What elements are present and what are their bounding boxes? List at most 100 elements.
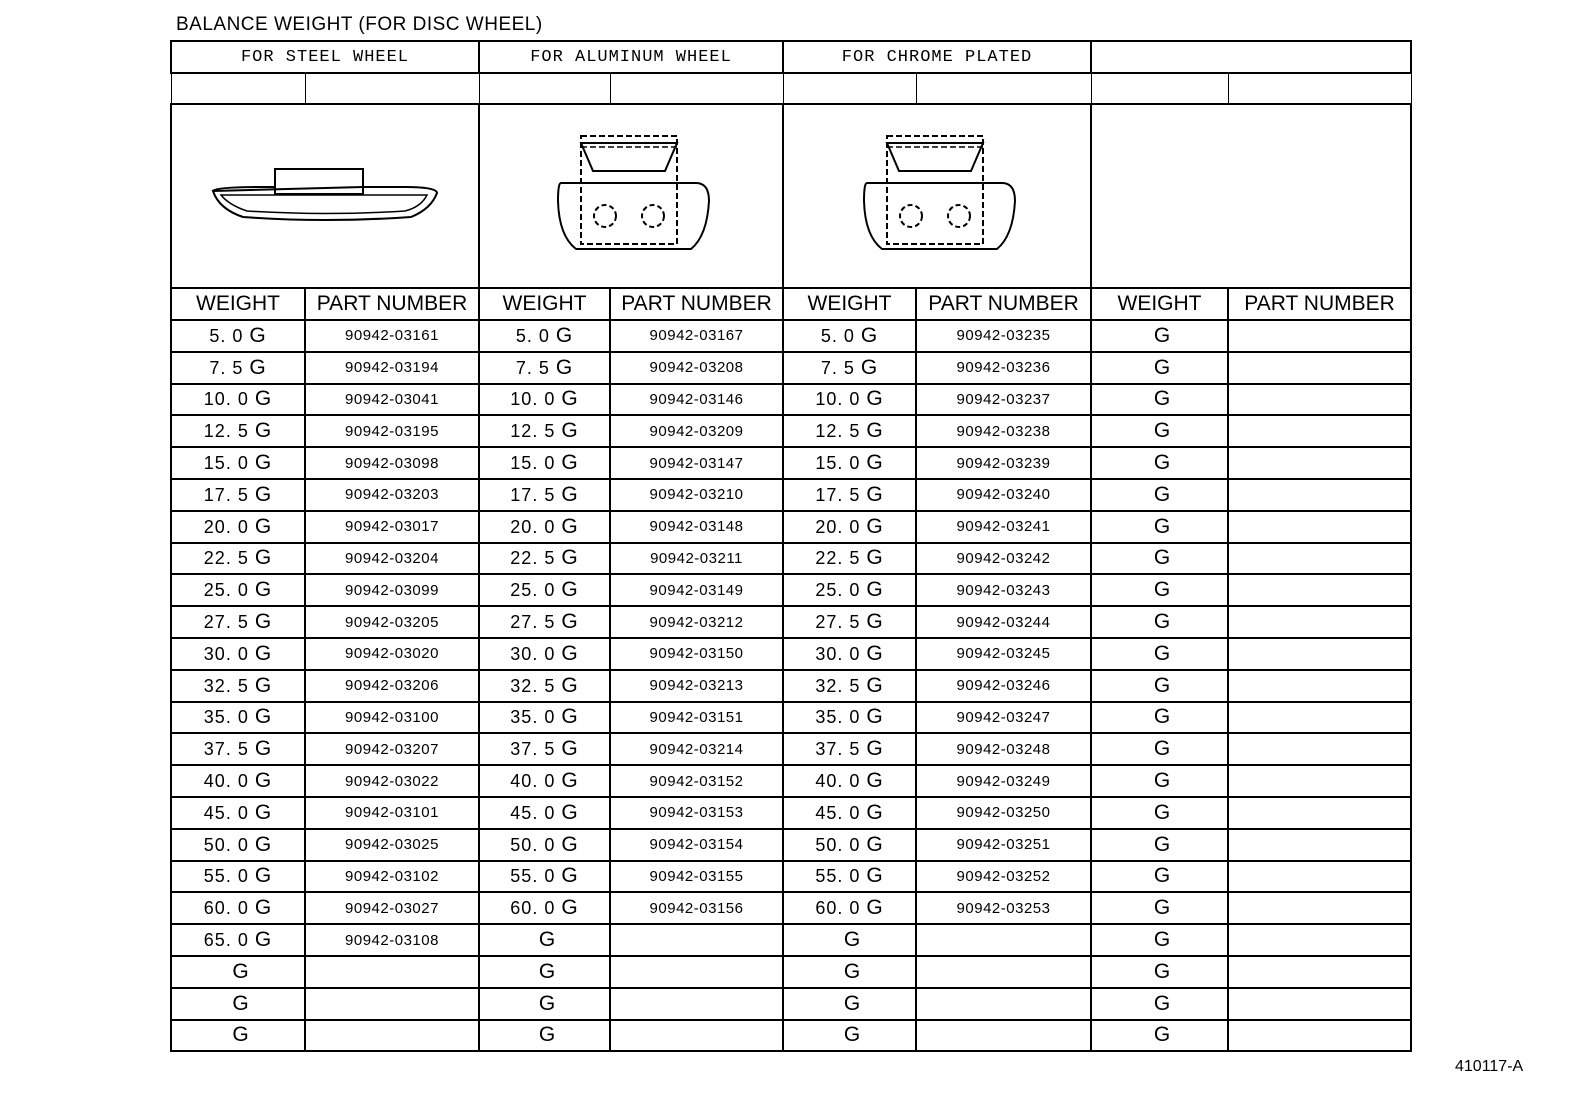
weight-value: 35. 0: [203, 707, 249, 728]
weight-value: 40. 0: [203, 771, 249, 792]
part-number-cell: [915, 923, 1093, 957]
weight-cell: G: [478, 954, 611, 989]
part-number-cell: [1227, 859, 1413, 894]
weight-unit: G: [1153, 514, 1172, 538]
weight-value: 10. 0: [510, 389, 556, 410]
weight-unit: G: [249, 323, 267, 347]
weight-unit: G: [561, 610, 579, 634]
weight-cell: G: [1090, 446, 1230, 480]
weight-unit: G: [866, 705, 884, 729]
weight-value: 30. 0: [815, 643, 861, 664]
weight-value: 5. 0: [820, 325, 855, 346]
part-number-cell: 90942-03244: [915, 605, 1093, 639]
weight-value: 30. 0: [510, 643, 556, 664]
weight-unit: G: [232, 1023, 250, 1047]
weight-unit: G: [1153, 769, 1172, 793]
weight-unit: G: [254, 673, 273, 697]
part-number-cell: 90942-03146: [608, 382, 785, 417]
weight-unit: G: [254, 832, 273, 856]
weight-unit: G: [561, 514, 579, 538]
part-number-cell: 90942-03205: [304, 605, 480, 639]
blank-cell: [915, 72, 1092, 105]
weight-value: 65. 0: [203, 930, 249, 951]
part-number-cell: 90942-03206: [304, 668, 480, 703]
weight-cell: G: [1090, 700, 1230, 735]
weight-unit: G: [561, 896, 579, 920]
part-number-cell: 90942-03236: [915, 350, 1093, 385]
part-number-cell: 90942-03161: [304, 319, 480, 353]
weight-unit: G: [1153, 705, 1172, 729]
weight-value: 55. 0: [203, 866, 249, 887]
weight-unit: G: [843, 991, 862, 1015]
weight-cell: G: [1090, 732, 1230, 767]
header-part-number: PART NUMBER: [915, 287, 1093, 321]
weight-unit: G: [254, 419, 273, 443]
group-chrome-plated: FOR CHROME PLATED: [782, 40, 1093, 74]
weight-unit: G: [1153, 959, 1172, 983]
weight-value: 12. 5: [815, 421, 861, 442]
weight-value: 32. 5: [815, 675, 861, 696]
header-weight: WEIGHT: [1090, 287, 1230, 321]
blank-cell: [782, 72, 917, 105]
header-weight: WEIGHT: [170, 287, 306, 321]
weight-cell: G: [782, 986, 918, 1021]
weight-cell: G: [1090, 605, 1230, 639]
weight-value: 20. 0: [815, 516, 861, 537]
blank-cell: [478, 72, 611, 105]
weight-unit: G: [561, 419, 579, 443]
weight-value: 20. 0: [510, 516, 556, 537]
weight-value: 25. 0: [203, 580, 249, 601]
blank-cell: [1227, 72, 1412, 105]
weight-unit: G: [538, 1023, 557, 1047]
header-weight: WEIGHT: [478, 287, 611, 321]
table-row: 5. 0 G 90942-03161 5. 0 G 90942-03167 5. 0 G 909…: [170, 319, 1413, 353]
weight-unit: G: [866, 737, 884, 761]
part-number-cell: 90942-03250: [915, 795, 1093, 830]
weight-unit: G: [555, 355, 574, 379]
part-number-cell: [1227, 668, 1413, 703]
part-number-cell: [1227, 732, 1413, 767]
weight-unit: G: [561, 864, 579, 888]
part-number-cell: 90942-03247: [915, 700, 1093, 735]
part-number-cell: 90942-03246: [915, 668, 1093, 703]
part-number-cell: [1227, 446, 1413, 480]
part-number-cell: [1227, 605, 1413, 639]
weight-unit: G: [254, 769, 273, 793]
part-number-cell: 90942-03150: [608, 636, 785, 671]
weight-unit: G: [254, 451, 273, 475]
part-number-cell: 90942-03098: [304, 446, 480, 480]
weight-value: 17. 5: [203, 484, 249, 505]
part-number-cell: 90942-03237: [915, 382, 1093, 417]
part-number-cell: 90942-03242: [915, 541, 1093, 576]
weight-value: 37. 5: [203, 739, 249, 760]
weight-unit: G: [1153, 323, 1172, 347]
weight-value: 22. 5: [510, 548, 556, 569]
weight-unit: G: [866, 419, 884, 443]
part-number-cell: 90942-03167: [608, 319, 785, 353]
part-number-cell: 90942-03102: [304, 859, 480, 894]
page-title: BALANCE WEIGHT (FOR DISC WHEEL): [176, 14, 543, 35]
weight-unit: G: [866, 514, 884, 538]
weight-unit: G: [1153, 546, 1172, 570]
part-number-cell: 90942-03252: [915, 859, 1093, 894]
weight-cell: G: [1090, 414, 1230, 449]
part-number-cell: [915, 1018, 1093, 1053]
weight-value: 40. 0: [510, 771, 556, 792]
